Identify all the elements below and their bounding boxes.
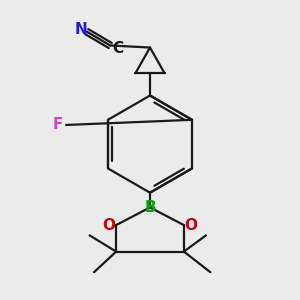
Text: N: N: [75, 22, 88, 37]
Text: O: O: [102, 218, 115, 232]
Text: F: F: [53, 118, 63, 133]
Text: O: O: [185, 218, 198, 232]
Text: B: B: [144, 200, 156, 215]
Text: C: C: [112, 41, 123, 56]
